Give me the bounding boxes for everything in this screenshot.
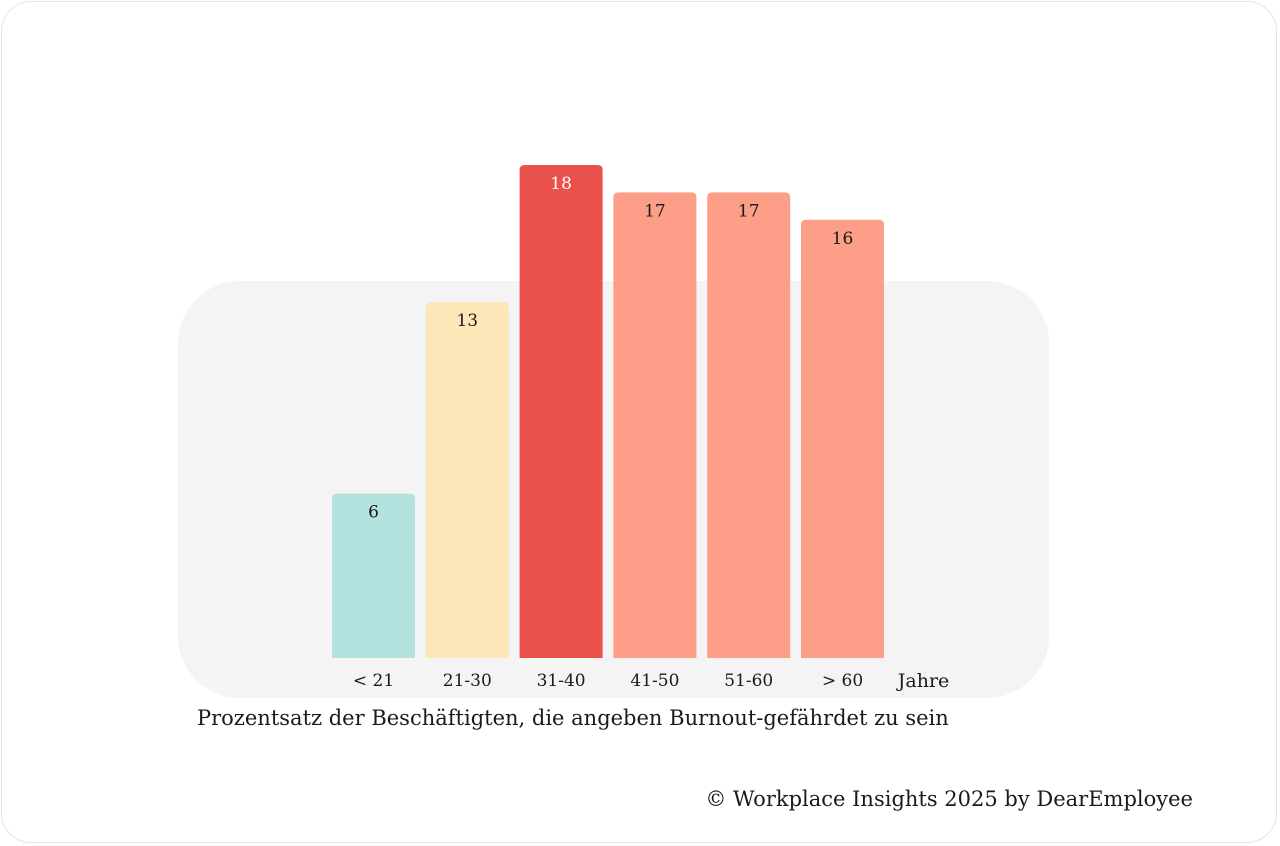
- bar-value-label: 16: [832, 229, 854, 249]
- x-tick-label: 51-60: [724, 671, 773, 691]
- copyright-notice: © Workplace Insights 2025 by DearEmploye…: [705, 787, 1193, 811]
- bar-31-40: [519, 165, 603, 658]
- bar-value-label: 17: [644, 201, 666, 221]
- bar-60: [801, 219, 884, 658]
- bar-41-50: [613, 192, 697, 658]
- x-axis-label: Jahre: [896, 670, 950, 692]
- bar-value-label: 13: [456, 311, 478, 331]
- x-tick-label: < 21: [353, 671, 394, 691]
- chart-caption: Prozentsatz der Beschäftigten, die angeb…: [197, 706, 949, 730]
- x-tick-label: 31-40: [537, 671, 586, 691]
- x-tick-label: 41-50: [630, 671, 679, 691]
- bar-value-label: 17: [738, 201, 760, 221]
- bar-value-label: 6: [368, 503, 379, 523]
- bar-21: [332, 493, 415, 658]
- bar-value-label: 18: [550, 174, 572, 194]
- x-tick-label: 21-30: [443, 671, 492, 691]
- bar-21-30: [425, 301, 509, 658]
- x-tick-label: > 60: [822, 671, 863, 691]
- bar-51-60: [707, 192, 791, 658]
